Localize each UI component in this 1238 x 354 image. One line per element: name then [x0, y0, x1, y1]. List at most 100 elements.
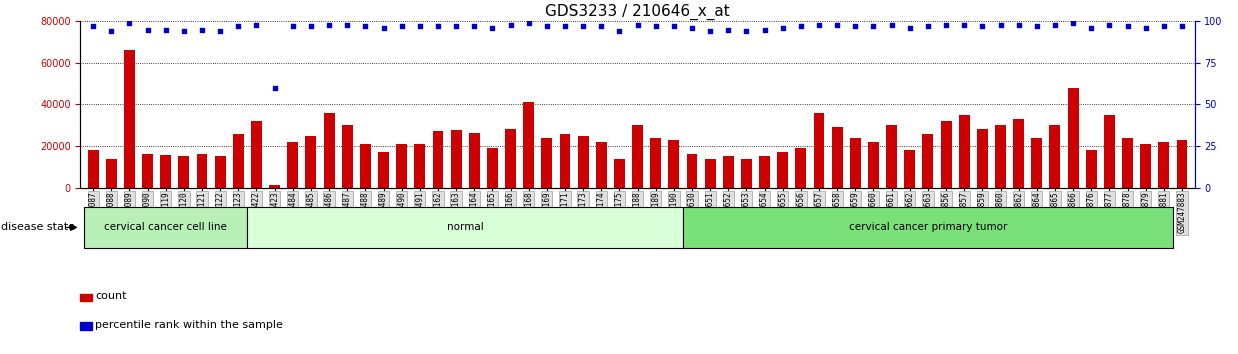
Point: [555, 23, 574, 29]
Point: [337, 22, 357, 27]
Bar: [251, 121, 262, 188]
Point: [83, 23, 103, 29]
Bar: [287, 142, 298, 188]
Point: [1026, 23, 1046, 29]
Point: [773, 25, 792, 31]
Bar: [88, 150, 99, 188]
Point: [319, 22, 339, 27]
Bar: [415, 144, 426, 188]
Bar: [233, 133, 244, 188]
Bar: [142, 154, 154, 188]
Bar: [396, 144, 407, 188]
Bar: [1086, 150, 1097, 188]
Point: [156, 27, 176, 32]
Point: [1118, 23, 1138, 29]
Bar: [1140, 144, 1151, 188]
Bar: [904, 150, 915, 188]
Point: [1135, 25, 1155, 31]
Bar: [650, 138, 661, 188]
Bar: [832, 127, 843, 188]
Bar: [487, 148, 498, 188]
Point: [229, 23, 249, 29]
Point: [682, 25, 702, 31]
Bar: [958, 115, 969, 188]
Point: [428, 23, 448, 29]
Bar: [633, 125, 643, 188]
Bar: [84, 207, 248, 248]
Bar: [248, 207, 683, 248]
Bar: [80, 322, 92, 330]
Bar: [1176, 140, 1187, 188]
Bar: [1104, 115, 1115, 188]
Bar: [1013, 119, 1024, 188]
Bar: [1050, 125, 1061, 188]
Bar: [178, 156, 189, 188]
Bar: [813, 113, 825, 188]
Point: [737, 28, 756, 34]
Bar: [578, 136, 588, 188]
Text: cervical cancer primary tumor: cervical cancer primary tumor: [849, 222, 1006, 233]
Point: [646, 23, 666, 29]
Bar: [614, 159, 625, 188]
Bar: [160, 155, 171, 188]
Bar: [80, 293, 92, 301]
Point: [1045, 22, 1065, 27]
Point: [391, 23, 411, 29]
Bar: [342, 125, 353, 188]
Bar: [106, 159, 116, 188]
Bar: [683, 207, 1172, 248]
Point: [1009, 22, 1029, 27]
Point: [265, 85, 285, 91]
Point: [301, 23, 321, 29]
Point: [102, 28, 121, 34]
Point: [537, 23, 557, 29]
Bar: [995, 125, 1006, 188]
Point: [990, 22, 1010, 27]
Point: [881, 22, 901, 27]
Bar: [360, 144, 371, 188]
Point: [900, 25, 920, 31]
Point: [137, 27, 157, 32]
Point: [410, 23, 430, 29]
Point: [210, 28, 230, 34]
Point: [355, 23, 375, 29]
Point: [701, 28, 721, 34]
Point: [519, 20, 539, 26]
Point: [120, 20, 140, 26]
Text: disease state: disease state: [1, 222, 76, 233]
Text: normal: normal: [447, 222, 484, 233]
Point: [864, 23, 884, 29]
Bar: [941, 121, 952, 188]
Bar: [922, 133, 933, 188]
Point: [483, 25, 503, 31]
Point: [464, 23, 484, 29]
Point: [592, 23, 612, 29]
Point: [954, 22, 974, 27]
Point: [1063, 20, 1083, 26]
Bar: [704, 159, 716, 188]
Point: [246, 22, 266, 27]
Point: [175, 28, 194, 34]
Bar: [524, 102, 534, 188]
Bar: [777, 152, 789, 188]
Bar: [669, 140, 680, 188]
Point: [374, 25, 394, 31]
Bar: [886, 125, 898, 188]
Bar: [977, 130, 988, 188]
Point: [1099, 22, 1119, 27]
Bar: [505, 130, 516, 188]
Bar: [469, 132, 479, 188]
Text: percentile rank within the sample: percentile rank within the sample: [95, 320, 284, 330]
Point: [282, 23, 302, 29]
Bar: [1159, 142, 1169, 188]
Text: cervical cancer cell line: cervical cancer cell line: [104, 222, 228, 233]
Bar: [687, 154, 697, 188]
Bar: [595, 142, 607, 188]
Bar: [269, 184, 280, 188]
Point: [755, 27, 775, 32]
Bar: [560, 133, 571, 188]
Point: [846, 23, 865, 29]
Bar: [214, 156, 225, 188]
Bar: [849, 138, 860, 188]
Title: GDS3233 / 210646_x_at: GDS3233 / 210646_x_at: [545, 4, 730, 20]
